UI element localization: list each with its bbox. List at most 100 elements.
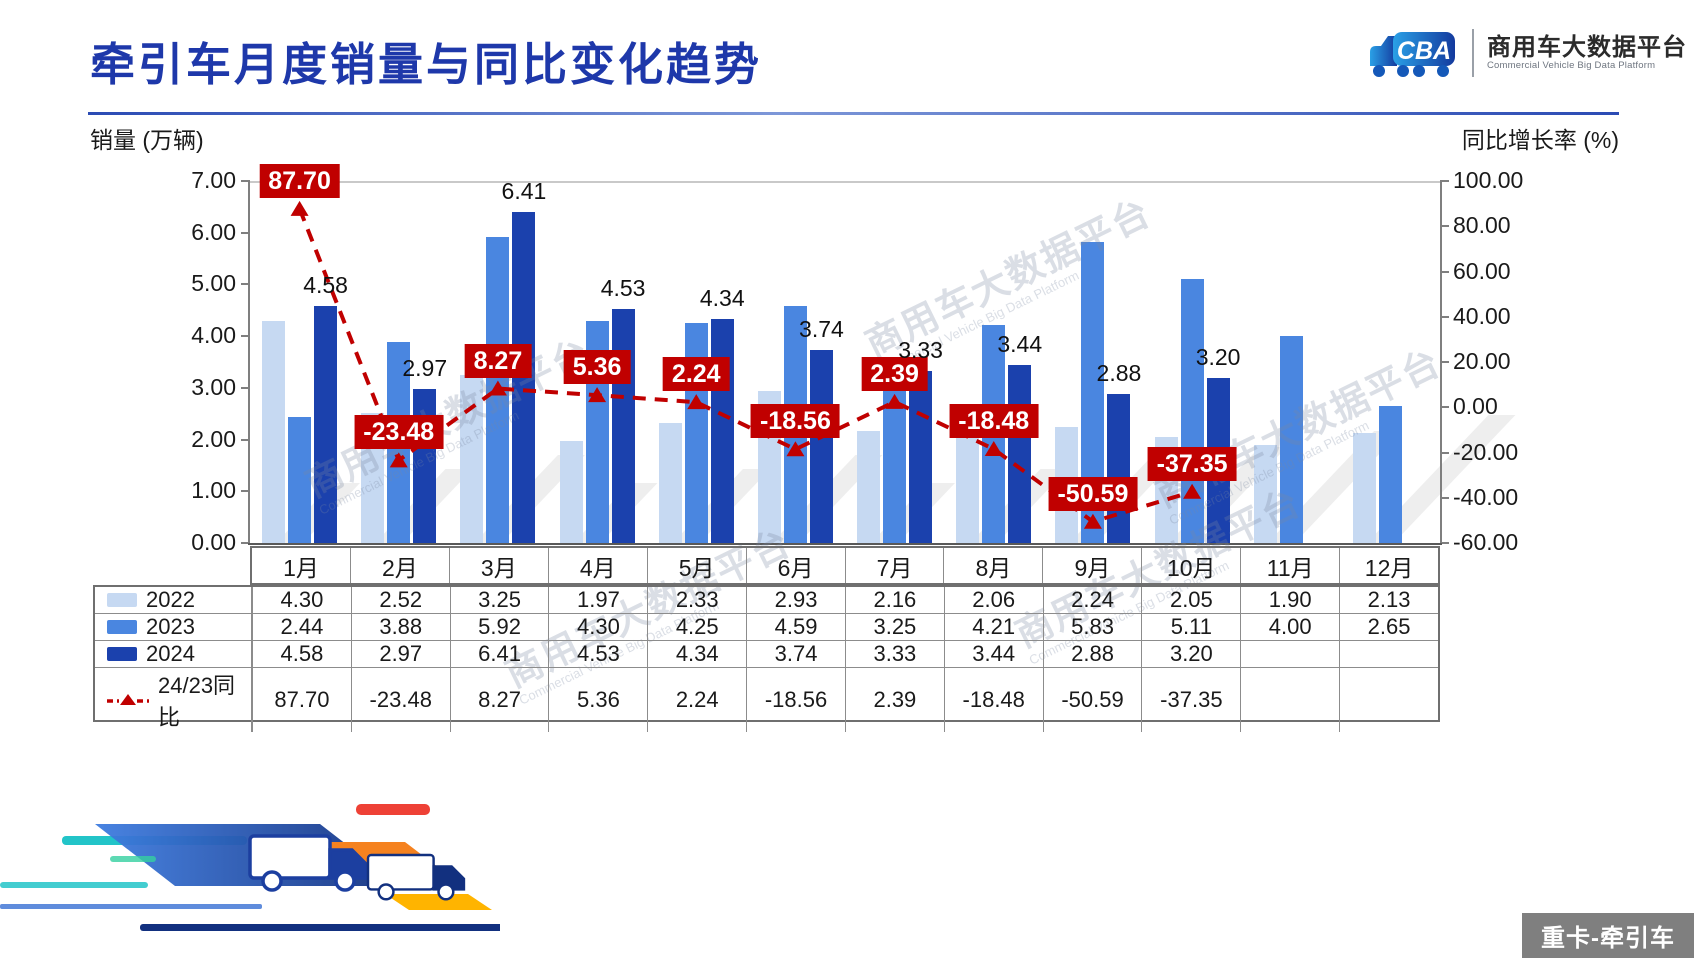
legend-series-name: 2022 [146,587,195,612]
bar-2023-1月 [288,416,312,543]
bar-2022-4月 [559,441,583,543]
bar-value-label-7月: 3.33 [898,336,943,363]
table-value-cell: 2.52 [350,587,450,613]
logo-cn-text: 商用车大数据平台 [1487,33,1687,61]
bar-2023-12月 [1378,405,1402,543]
plot-top-gridline [250,181,1440,183]
month-header-row: 1月 2月 3月 4月 5月 6月 7月 8月 9月 10月 11月 12月 [250,546,1440,585]
y-axis-left-tick-label: 4.00 [191,322,236,349]
table-value-cell: 2.05 [1141,587,1240,613]
legend-series-name: 2024 [146,641,195,666]
month-header-cell: 4月 [547,548,647,583]
bar-2022-5月 [658,422,682,543]
table-row-2022: 2022 4.30 2.52 3.25 1.97 2.33 2.93 2.16 2.06 2.24… [95,587,1438,613]
table-value-cell: 6.41 [449,641,549,667]
table-value-cell: 5.11 [1141,614,1240,640]
month-header-cell: 8月 [943,548,1042,583]
table-value-cell: 4.30 [252,587,351,613]
table-value-cell: 87.70 [252,668,351,732]
yoy-label-8月: -18.48 [949,404,1039,439]
y-axis-right-tick-mark [1440,451,1449,454]
table-value-cell: 4.00 [1240,614,1339,640]
bar-2024-5月 [710,318,734,543]
table-value-cell: -50.59 [1042,668,1142,732]
bar-2023-11月 [1279,336,1303,543]
table-value-cell: 3.25 [844,614,944,640]
bar-2024-4月 [611,308,635,543]
y-axis-left-tick-mark [241,386,250,389]
logo-en-text: Commercial Vehicle Big Data Platform [1487,60,1656,72]
y-axis-left-tick-label: 5.00 [191,270,236,297]
bar-value-label-4月: 4.53 [600,274,646,301]
bar-2022-1月 [262,320,286,543]
bar-2023-3月 [486,236,510,543]
month-header-cell: 12月 [1339,548,1438,583]
month-header-cell: 2月 [349,548,449,583]
table-value-cell: 3.33 [844,641,944,667]
legend-cell-2023: 2023 [95,614,252,640]
yoy-label-1月: 87.70 [259,163,340,198]
left-axis-caption: 销量 (万辆) [90,127,204,153]
month-header-cell: 10月 [1141,548,1240,583]
table-value-cell [1339,668,1438,732]
legend-swatch-icon [107,620,137,634]
bar-value-label-6月: 3.74 [799,315,844,342]
table-value-cell: 4.34 [647,641,746,667]
bar-2024-7月 [909,370,933,543]
yoy-label-3月: 8.27 [464,343,532,378]
table-value-cell: 3.20 [1141,641,1240,667]
month-header-cell: 5月 [646,548,746,583]
table-value-cell: 4.21 [943,614,1043,640]
bar-2024-2月 [413,389,437,543]
yoy-label-2月: -23.48 [354,415,444,450]
yoy-label-5月: 2.24 [662,357,730,392]
table-value-cell: 4.30 [548,614,647,640]
watermark: 商用车大数据平台 Commercial Vehicle Big Data Plat… [299,331,603,517]
y-axis-left-tick-label: 3.00 [191,373,236,400]
table-value-cell: 2.44 [252,614,351,640]
legend-swatch-icon [107,647,137,661]
table-value-cell: 2.13 [1339,587,1438,613]
table-row-2023: 2023 2.44 3.88 5.92 4.30 4.25 4.59 3.25 4.21 5.83… [95,613,1438,640]
table-value-cell: 1.97 [548,587,647,613]
table-value-cell: 5.83 [1042,614,1142,640]
legend-cell-2024: 2024 [95,641,252,667]
y-axis-right-tick-mark [1440,315,1449,318]
svg-text:CBA: CBA [1397,37,1451,65]
plot-bottom-axis-line [248,543,1442,545]
table-value-cell: 3.25 [449,587,549,613]
bar-2022-12月 [1352,432,1376,543]
table-value-cell: 3.88 [350,614,450,640]
bar-2022-11月 [1253,444,1277,543]
table-value-cell: 8.27 [449,668,549,732]
title-underline [88,112,1619,115]
y-axis-right-tick-mark [1440,361,1449,363]
table-value-cell: 5.92 [449,614,549,640]
y-axis-left-tick-mark [241,542,250,544]
legend-series-name: 24/23同比 [158,673,236,730]
y-axis-left-tick-mark [241,180,250,182]
table-value-cell [1240,641,1339,667]
data-table: 2022 4.30 2.52 3.25 1.97 2.33 2.93 2.16 2.06 2.24… [93,585,1440,732]
y-axis-left-tick-label: 1.00 [191,477,236,504]
table-value-cell: 2.06 [943,587,1043,613]
y-axis-left-tick-label: 6.00 [191,218,236,245]
y-axis-left-tick-label: 0.00 [191,529,236,555]
month-header-cell: 9月 [1042,548,1141,583]
bar-2022-3月 [460,374,484,543]
y-axis-left-tick-mark [241,438,250,441]
y-axis-right-tick-mark [1440,406,1449,409]
y-axis-right-tick-label: 40.00 [1453,302,1511,329]
table-value-cell: 4.58 [252,641,351,667]
table-row-24/23同比: 24/23同比 87.70 -23.48 8.27 5.36 2.24 -18.56 2.39… [95,667,1438,732]
y-axis-right-tick-mark [1440,180,1449,182]
bar-2022-7月 [857,431,881,543]
y-axis-right-tick-label: -60.00 [1453,529,1519,555]
decorative-trucks-graphic [0,786,500,958]
legend-cell-2022: 2022 [95,587,252,613]
table-value-cell: 5.36 [548,668,647,732]
legend-cell-24/23同比: 24/23同比 [95,668,252,732]
table-value-cell: -18.48 [943,668,1043,732]
bar-2023-5月 [684,323,708,543]
